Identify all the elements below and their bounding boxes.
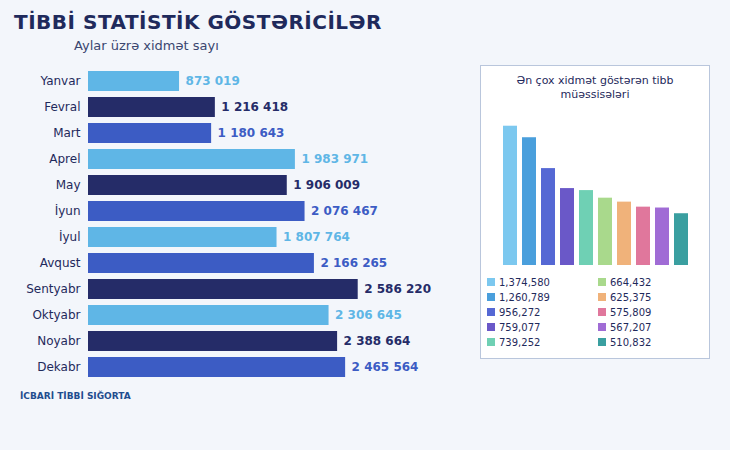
- html-text:1,374,580: 1,374,580: [499, 276, 550, 288]
- svg-text:1 216 418: 1 216 418: [221, 100, 288, 114]
- html-text:625,375: 625,375: [610, 291, 652, 303]
- svg-text:2 306 645: 2 306 645: [335, 308, 402, 322]
- svg-text:2 166 265: 2 166 265: [320, 256, 387, 270]
- svg-text:873 019: 873 019: [186, 74, 240, 88]
- html-text:TİBBİ STATİSTİK GÖSTƏRİCİLƏR: TİBBİ STATİSTİK GÖSTƏRİCİLƏR: [14, 10, 382, 34]
- svg-text:Yanvar: Yanvar: [39, 74, 80, 88]
- svg-text:May: May: [56, 178, 81, 192]
- svg-text:Aprel: Aprel: [49, 152, 80, 166]
- html-text:Ən çox xidmət göstərən tibb mü: Ən çox xidmət göstərən tibb müəssisələri: [516, 74, 674, 102]
- svg-text:Sentyabr: Sentyabr: [26, 282, 80, 296]
- svg-text:Noyabr: Noyabr: [37, 334, 80, 348]
- html-text:510,832: 510,832: [610, 336, 652, 348]
- html-text:739,252: 739,252: [499, 336, 541, 348]
- svg-text:Mart: Mart: [53, 126, 81, 140]
- html-text:İCBARİ TİBBİ SIĞORTA: İCBARİ TİBBİ SIĞORTA: [20, 391, 131, 401]
- html-text:956,272: 956,272: [499, 306, 541, 318]
- html-text:567,207: 567,207: [610, 321, 652, 333]
- svg-text:İyul: İyul: [59, 229, 81, 244]
- html-text:Aylar üzrə xidmət sayı: Aylar üzrə xidmət sayı: [74, 38, 219, 53]
- svg-text:1 906 009: 1 906 009: [293, 178, 360, 192]
- svg-text:1 180 643: 1 180 643: [218, 126, 285, 140]
- svg-text:2 465 564: 2 465 564: [352, 360, 419, 374]
- svg-text:1 807 764: 1 807 764: [283, 230, 350, 244]
- svg-text:Dekabr: Dekabr: [37, 360, 80, 374]
- svg-text:1 983 971: 1 983 971: [301, 152, 368, 166]
- html-text:759,077: 759,077: [499, 321, 541, 333]
- svg-text:2 586 220: 2 586 220: [364, 282, 431, 296]
- svg-text:Oktyabr: Oktyabr: [32, 308, 80, 322]
- svg-text:İyun: İyun: [55, 203, 81, 218]
- svg-text:Fevral: Fevral: [44, 100, 80, 114]
- svg-text:2 388 664: 2 388 664: [344, 334, 411, 348]
- html-text:664,432: 664,432: [610, 276, 652, 288]
- html-text:1,260,789: 1,260,789: [499, 291, 550, 303]
- svg-text:Avqust: Avqust: [40, 256, 81, 270]
- svg-text:2 076 467: 2 076 467: [311, 204, 378, 218]
- html-text:575,809: 575,809: [610, 306, 652, 318]
